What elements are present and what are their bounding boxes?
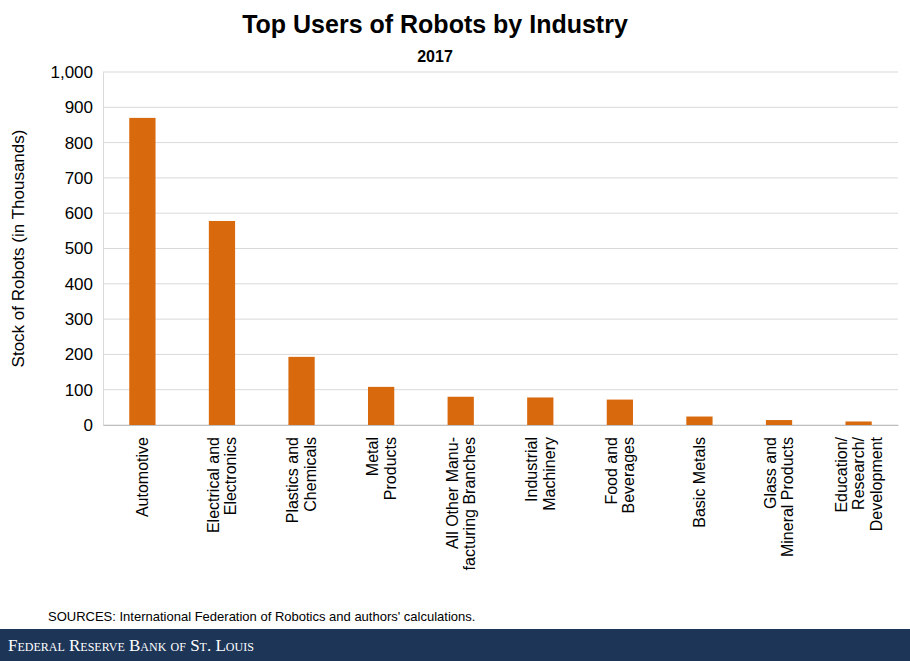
subtitle: 2017 [417,48,453,65]
footer-text: Federal Reserve Bank of St. Louis [8,636,254,655]
y-axis-title: Stock of Robots (in Thousands) [9,130,28,368]
y-tick-label: 400 [65,275,93,294]
y-tick: 1,000 [50,63,103,82]
grid-line [103,107,898,108]
y-tick: 0 [84,416,103,435]
x-tick-label-line: Industrial [523,437,540,502]
title: Top Users of Robots by Industry [242,10,628,38]
x-axis-line [104,425,899,426]
footer-bar [0,629,910,661]
bars [129,118,871,425]
chart: 0 100 200 300 400 500 600 700 800 900 1,000 Automot… [0,0,910,661]
bar [209,221,235,425]
y-tick: 800 [65,134,103,153]
y-tick: 200 [65,345,103,364]
x-tick-label: Glass andMineral Products [762,437,797,557]
x-tick-label: Food andBeverages [603,437,638,514]
x-tick-label-line: Electronics [222,437,239,515]
x-tick-label-line: Automotive [134,437,151,517]
y-tick-label: 900 [65,98,93,117]
x-tick-label-line: Glass and [762,437,779,509]
y-tick: 600 [65,204,103,223]
x-tick: Plastics andChemicals [284,425,319,523]
bar [686,417,712,425]
x-tick-label-line: Food and [603,437,620,505]
grid [103,72,898,425]
x-tick-label-line: Research/ [850,436,867,509]
x-tick-label-line: Products [382,437,399,500]
x-tick-label-line: Plastics and [284,437,301,523]
x-tick-label-line: Development [868,436,885,531]
x-tick: All Other Manu-facturing Branches [444,425,479,570]
x-tick: Automotive [134,425,151,517]
bar [288,357,314,425]
y-axis-line [103,73,104,426]
y-tick: 500 [65,239,103,258]
x-tick-label-line: Metal [364,437,381,476]
bar [129,118,155,425]
grid-line [103,142,898,143]
y-tick-label: 0 [84,416,93,435]
x-tick-label: MetalProducts [364,437,399,500]
y-tick-label: 300 [65,310,93,329]
grid-line [103,177,898,178]
x-tick-label: Plastics andChemicals [284,437,319,523]
x-tick: Glass andMineral Products [762,425,797,557]
bar [448,397,474,425]
y-tick: 900 [65,98,103,117]
y-axis: 0 100 200 300 400 500 600 700 800 900 1,000 [50,63,103,435]
x-tick-label: Education/Research/Development [833,436,885,531]
x-axis: Automotive Electrical andElectronics Plast… [104,425,899,570]
source-note: SOURCES: International Federation of Rob… [48,609,475,624]
x-tick-label-line: Mineral Products [779,437,796,557]
y-tick-label: 600 [65,204,93,223]
y-tick: 400 [65,275,103,294]
bar [527,397,553,425]
x-tick: Basic Metals [691,425,708,528]
x-tick-label-line: Machinery [541,437,558,511]
grid-line [103,72,898,73]
bar [368,387,394,425]
x-tick-label-line: Electrical and [205,437,222,533]
y-tick: 700 [65,169,103,188]
y-tick-label: 500 [65,239,93,258]
x-tick: Electrical andElectronics [205,425,240,533]
x-tick-label: Basic Metals [691,437,708,528]
x-tick-label: All Other Manu-facturing Branches [444,437,479,570]
y-tick: 300 [65,310,103,329]
x-tick-label-line: Chemicals [302,437,319,512]
bar [766,420,792,425]
x-tick: MetalProducts [364,425,399,500]
x-tick-label: IndustrialMachinery [523,437,558,511]
x-tick-label-line: Beverages [620,437,637,514]
x-tick-label-line: Basic Metals [691,437,708,528]
y-tick-label: 700 [65,169,93,188]
y-tick-label: 200 [65,345,93,364]
x-tick-label-line: Education/ [833,436,850,512]
x-tick: IndustrialMachinery [523,425,558,511]
x-tick: Education/Research/Development [833,425,885,531]
x-tick-label: Electrical andElectronics [205,437,240,533]
x-tick-label-line: facturing Branches [461,437,478,570]
x-tick-label-line: All Other Manu- [444,437,461,549]
y-tick: 100 [65,381,103,400]
grid-line [103,213,898,214]
bar [845,421,871,425]
y-tick-label: 100 [65,381,93,400]
y-tick-label: 1,000 [50,63,93,82]
bar [607,400,633,425]
y-tick-label: 800 [65,134,93,153]
x-tick: Food andBeverages [603,425,638,514]
x-tick-label: Automotive [134,437,151,517]
